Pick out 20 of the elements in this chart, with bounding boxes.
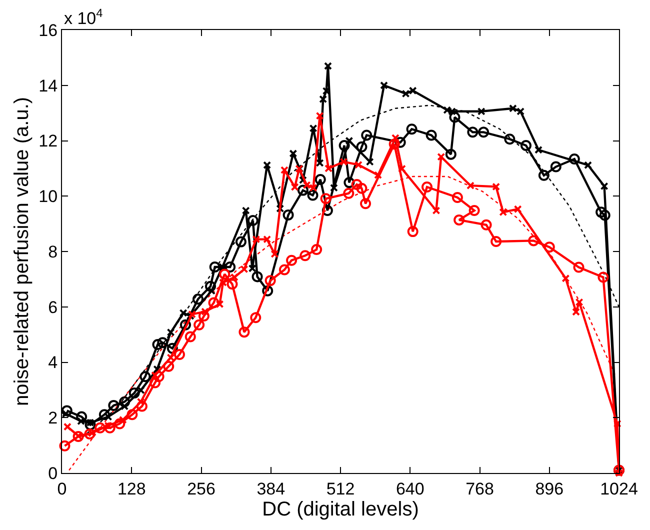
x-tick-label: 896: [535, 479, 564, 498]
x-tick-label: 256: [187, 479, 216, 498]
y-axis-title: noise-related perfusion value (a.u.): [11, 96, 34, 406]
x-axis-title: DC (digital levels): [262, 498, 419, 520]
y-tick-label: 12: [38, 132, 58, 151]
x-tick-label: 640: [396, 479, 424, 498]
text: x 10$^{4}$: [64, 6, 104, 28]
y-tick-label: 8: [48, 242, 58, 262]
y-tick-label: 4: [48, 353, 58, 372]
y-tick-label: 10: [38, 187, 58, 206]
x-tick-label: 128: [117, 479, 146, 498]
x-tick-label: 384: [256, 479, 286, 498]
x-tick-label: 1024: [600, 479, 638, 498]
y-tick-label: 2: [48, 408, 58, 428]
y-tick-label: 14: [38, 76, 58, 96]
x-tick-label: 512: [326, 479, 355, 498]
x-tick-label: 768: [466, 479, 494, 498]
y-tick-label: 0: [48, 464, 58, 483]
y-tick-label: 16: [38, 20, 58, 40]
y-tick-label: 6: [48, 298, 58, 317]
